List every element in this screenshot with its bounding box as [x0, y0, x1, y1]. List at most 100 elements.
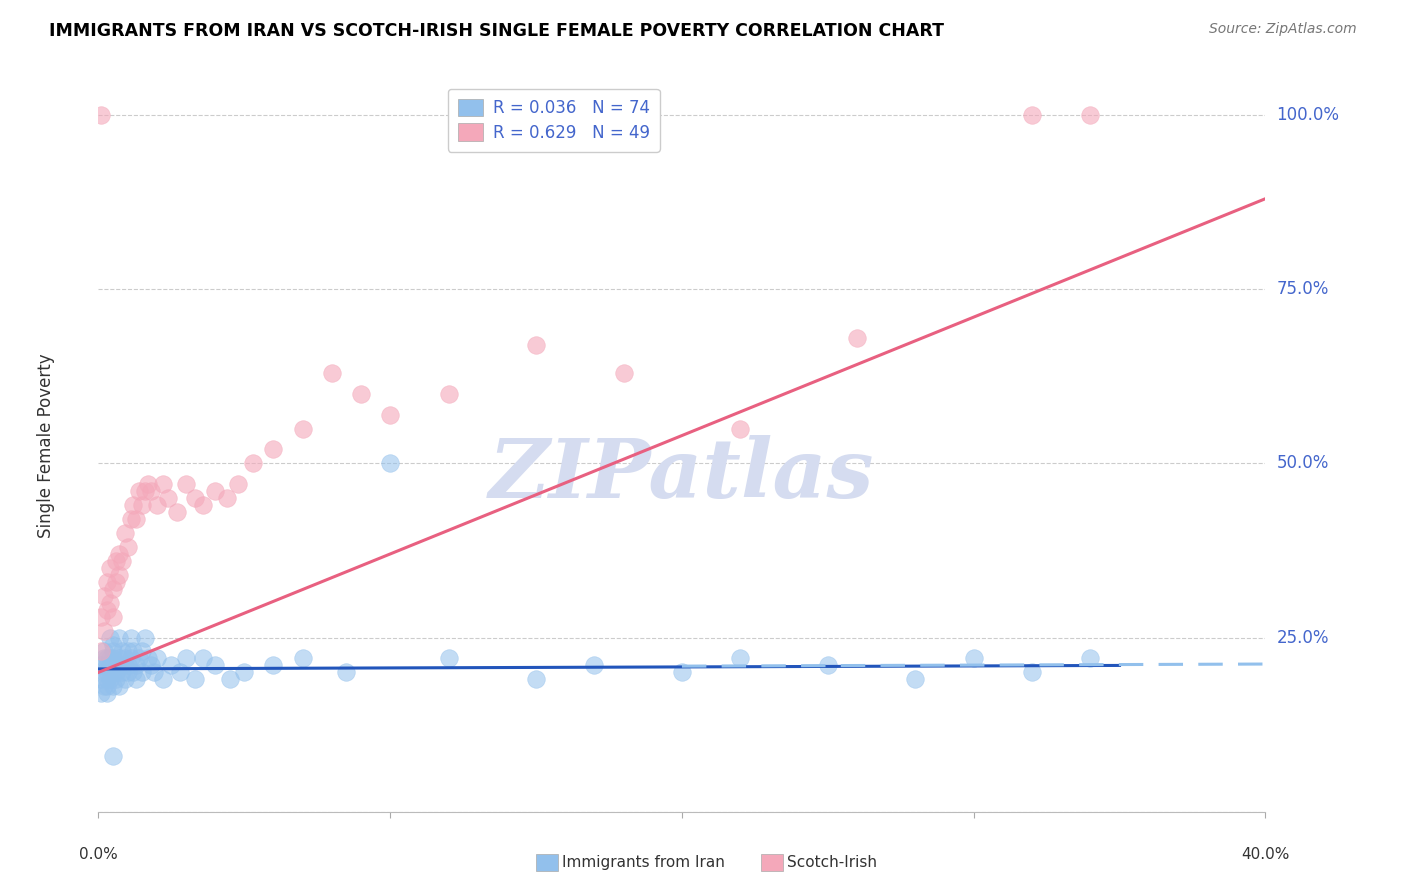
Point — [962, 651, 984, 665]
Point — [108, 651, 131, 665]
Text: Immigrants from Iran: Immigrants from Iran — [562, 855, 725, 870]
Point — [117, 665, 139, 680]
Text: IMMIGRANTS FROM IRAN VS SCOTCH-IRISH SINGLE FEMALE POVERTY CORRELATION CHART: IMMIGRANTS FROM IRAN VS SCOTCH-IRISH SIN… — [49, 22, 945, 40]
Point — [380, 408, 402, 422]
Point — [98, 673, 121, 687]
Point — [93, 624, 115, 638]
Point — [1021, 665, 1043, 680]
Point — [671, 665, 693, 680]
Point — [101, 638, 124, 652]
Point — [96, 679, 118, 693]
Point — [120, 512, 142, 526]
Text: 75.0%: 75.0% — [1277, 280, 1329, 298]
Point — [437, 651, 460, 665]
Point — [242, 457, 264, 471]
Point — [146, 651, 169, 665]
Text: Source: ZipAtlas.com: Source: ZipAtlas.com — [1209, 22, 1357, 37]
Point — [233, 665, 256, 680]
Point — [204, 484, 226, 499]
Point — [111, 554, 134, 568]
Point — [152, 673, 174, 687]
Point — [817, 658, 839, 673]
Point — [183, 491, 205, 506]
Point — [98, 596, 121, 610]
Point — [193, 651, 215, 665]
Point — [335, 665, 357, 680]
Point — [98, 561, 121, 575]
Point — [1021, 108, 1043, 122]
Point — [128, 651, 150, 665]
Point — [291, 421, 314, 435]
Point — [101, 679, 124, 693]
Point — [90, 108, 112, 122]
FancyBboxPatch shape — [536, 854, 558, 871]
Point — [98, 658, 121, 673]
Point — [904, 673, 927, 687]
Point — [139, 658, 162, 673]
Point — [228, 477, 250, 491]
Point — [101, 609, 124, 624]
Text: Scotch-Irish: Scotch-Irish — [787, 855, 877, 870]
Point — [262, 442, 284, 457]
Point — [380, 457, 402, 471]
Legend: R = 0.036   N = 74, R = 0.629   N = 49: R = 0.036 N = 74, R = 0.629 N = 49 — [447, 88, 659, 152]
Point — [111, 658, 134, 673]
Point — [350, 386, 373, 401]
Point — [104, 665, 127, 680]
Point — [146, 498, 169, 512]
Point — [136, 651, 159, 665]
Text: 25.0%: 25.0% — [1277, 629, 1329, 647]
Point — [122, 498, 145, 512]
Text: 50.0%: 50.0% — [1277, 454, 1329, 473]
Point — [583, 658, 606, 673]
Point — [104, 574, 127, 589]
Point — [120, 651, 142, 665]
Point — [125, 658, 148, 673]
Point — [215, 491, 238, 506]
Point — [152, 477, 174, 491]
Point — [93, 679, 115, 693]
Point — [1080, 108, 1102, 122]
Point — [1080, 651, 1102, 665]
Point — [134, 484, 156, 499]
Point — [114, 651, 136, 665]
Point — [96, 603, 118, 617]
Point — [125, 673, 148, 687]
Point — [93, 665, 115, 680]
Point — [111, 644, 134, 658]
Point — [125, 512, 148, 526]
Text: 0.0%: 0.0% — [79, 847, 118, 862]
Point — [291, 651, 314, 665]
Point — [204, 658, 226, 673]
Point — [122, 644, 145, 658]
Point — [96, 574, 118, 589]
Point — [730, 421, 752, 435]
Point — [108, 631, 131, 645]
Point — [262, 658, 284, 673]
Point — [93, 651, 115, 665]
Point — [90, 609, 112, 624]
Point — [111, 665, 134, 680]
Point — [108, 567, 131, 582]
Point — [174, 651, 197, 665]
Point — [166, 505, 188, 519]
Point — [169, 665, 191, 680]
Point — [139, 484, 162, 499]
Point — [122, 665, 145, 680]
Point — [90, 686, 112, 700]
Point — [174, 477, 197, 491]
Point — [90, 644, 112, 658]
Point — [524, 338, 547, 352]
Point — [104, 673, 127, 687]
Point — [193, 498, 215, 512]
Point — [136, 477, 159, 491]
Point — [114, 673, 136, 687]
Point — [96, 673, 118, 687]
Point — [160, 658, 183, 673]
Text: Single Female Poverty: Single Female Poverty — [37, 354, 55, 538]
Text: 40.0%: 40.0% — [1241, 847, 1289, 862]
Point — [120, 631, 142, 645]
Point — [117, 540, 139, 554]
Point — [131, 644, 153, 658]
Point — [104, 554, 127, 568]
